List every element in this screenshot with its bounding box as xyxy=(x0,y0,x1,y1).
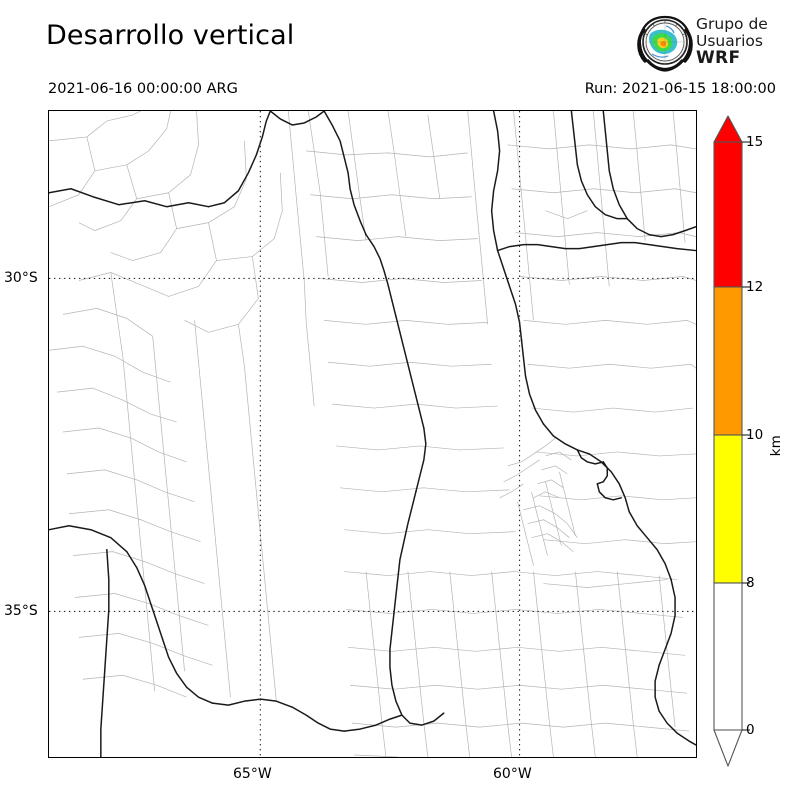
lat-tick-35s: 35°S xyxy=(4,603,38,619)
colorbar-extend-top xyxy=(713,115,743,143)
valid-time-label: 2021-06-16 00:00:00 ARG xyxy=(48,81,238,97)
colorbar-tick-12: 12 xyxy=(746,279,764,295)
colorbar-tick-8: 8 xyxy=(746,575,755,591)
colorbar-tick-15: 15 xyxy=(746,134,764,150)
logo-line-2: Usuarios xyxy=(696,31,763,50)
colorbar-segment-orange xyxy=(713,286,743,436)
colorbar: 15 12 10 8 0 km xyxy=(706,112,796,772)
colorbar-segment-red xyxy=(713,141,743,288)
colorbar-segment-white xyxy=(713,582,743,731)
department-boundaries xyxy=(49,111,696,757)
logo-line-1: Grupo de xyxy=(696,15,768,33)
graticule xyxy=(49,111,696,757)
province-boundaries xyxy=(49,111,696,757)
colorbar-tick-10: 10 xyxy=(746,427,764,443)
colorbar-tick-0: 0 xyxy=(746,722,755,738)
map-canvas[interactable] xyxy=(48,110,697,758)
wrf-user-group-logo: Grupo de Usuarios WRF xyxy=(636,14,788,74)
page-title: Desarrollo vertical xyxy=(46,20,295,51)
lon-tick-65w: 65°W xyxy=(233,766,272,782)
colorbar-extend-bottom xyxy=(713,729,743,767)
lon-tick-60w: 60°W xyxy=(493,766,532,782)
run-time-label: Run: 2021-06-15 18:00:00 xyxy=(584,81,776,97)
logo-line-3: WRF xyxy=(696,48,741,69)
globe-emblem-icon xyxy=(636,14,694,72)
colorbar-axis-label: km xyxy=(768,435,784,457)
colorbar-ticks xyxy=(742,141,750,731)
colorbar-segment-yellow xyxy=(713,434,743,584)
lat-tick-30s: 30°S xyxy=(4,270,38,286)
logo-text: Grupo de Usuarios WRF xyxy=(696,16,788,68)
